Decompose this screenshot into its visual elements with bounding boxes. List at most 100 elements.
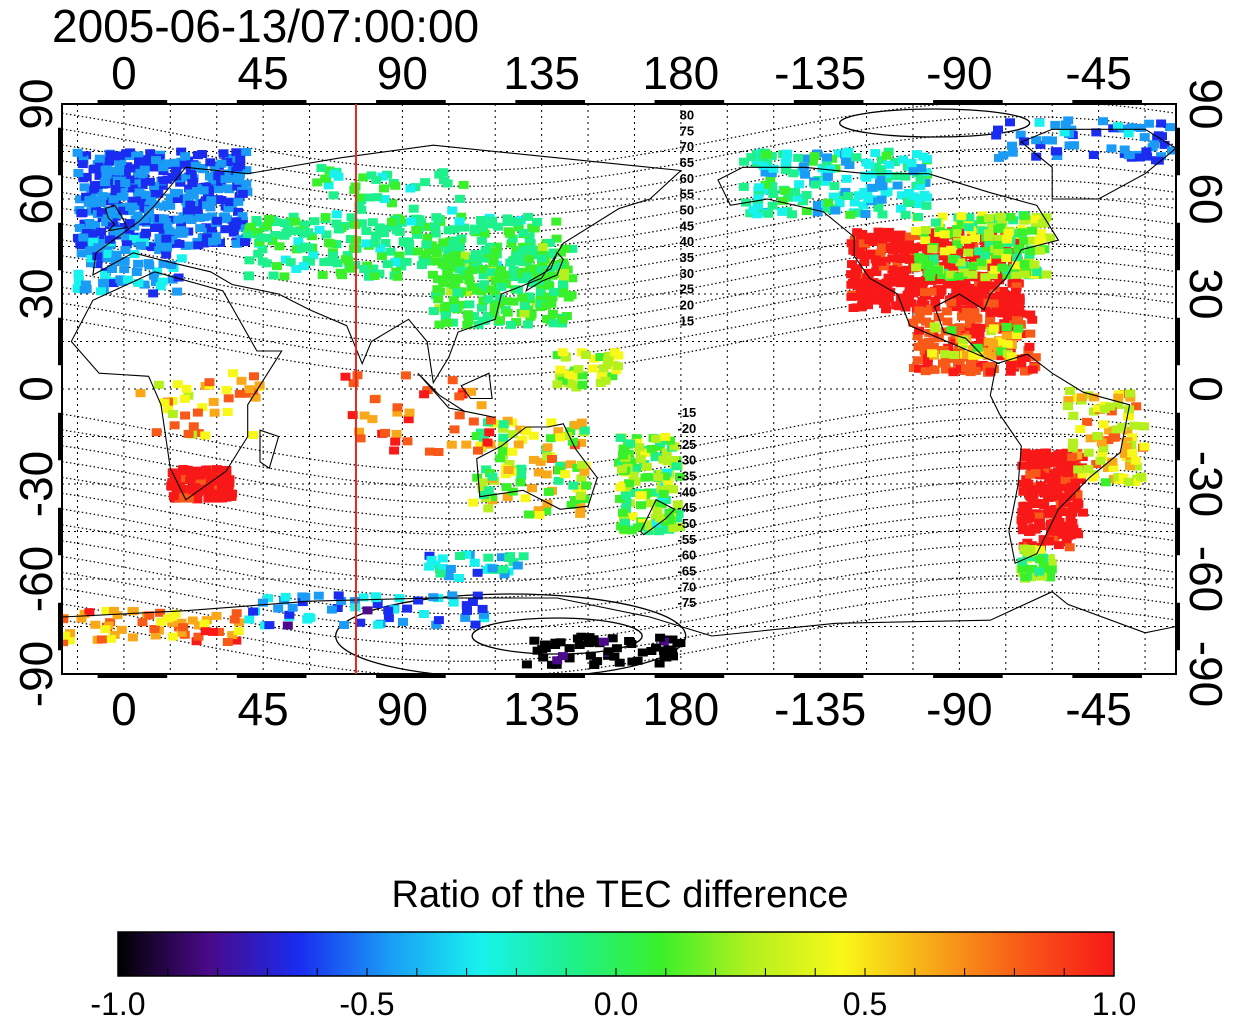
tec-cell [272,262,282,271]
tec-cell [1125,462,1135,471]
tec-cell [446,440,457,449]
tec-cell [445,564,456,573]
tec-cell [1036,229,1047,238]
contour-label: 40 [680,234,694,249]
tec-cell [899,250,910,258]
tec-cell [1044,473,1055,482]
tec-cell [798,162,809,171]
tec-cell [359,265,370,273]
tec-cell [176,221,187,230]
tec-cell [1083,464,1094,473]
tec-cell [533,506,544,515]
tec-cell [849,198,860,207]
tec-cell [579,426,590,435]
tec-cell [328,251,339,260]
tec-cell [101,606,112,615]
tec-cell [133,279,144,287]
tec-cell [452,288,463,297]
tec-cell [379,229,389,238]
tec-cell [885,234,896,243]
tec-cell [379,195,390,204]
tec-cell [449,281,460,290]
tec-cell [478,265,489,274]
tec-cell [898,155,908,164]
tec-cell [538,653,549,662]
tec-cell [541,470,552,479]
tec-cell [1069,141,1080,150]
tec-cell [433,295,444,304]
frame-tick-right [1175,412,1180,461]
tec-cell [547,660,557,669]
tec-cell [635,455,646,464]
tec-cell [980,251,991,260]
tec-cell [1067,508,1078,517]
tec-cell [1026,247,1037,256]
tec-cell [217,484,228,493]
tec-cell [422,233,433,242]
lon-tick-label-bottom: -90 [926,683,993,735]
tec-cell [98,278,108,287]
tec-cell [1011,261,1022,270]
tec-cell [535,288,546,297]
tec-cell [490,288,501,297]
tec-cell [877,182,888,191]
tec-cell [472,264,483,273]
tec-cell [542,315,552,323]
tec-cell [442,268,453,277]
tec-cell [182,207,193,216]
tec-cell [200,431,211,440]
tec-cell [969,308,980,317]
tec-cell [114,228,125,237]
tec-cell [394,227,405,236]
tec-cell [664,484,675,493]
tec-cell [1046,565,1057,574]
magnetic-contour [62,416,1176,488]
tec-cell [1005,367,1016,376]
tec-cell [80,222,91,231]
tec-cell [231,166,242,175]
tec-cell [204,190,214,199]
tec-cell [1018,487,1029,496]
tec-cell [674,522,685,531]
tec-cell [748,206,759,215]
tec-cell [477,485,488,494]
tec-cell [101,218,112,227]
tec-cell [366,171,377,180]
tec-cell [483,295,494,304]
frame-tick-left [58,317,63,366]
tec-cell [503,466,514,474]
tec-cell [512,218,523,227]
tec-cell [541,301,551,310]
contour-label: 65 [680,155,694,170]
tec-cell [632,438,643,447]
tec-cell [752,210,763,219]
tec-cell [478,271,489,280]
tec-cell [273,604,284,613]
tec-cell [270,231,281,239]
tec-cell [1002,248,1013,257]
tec-cell [575,509,586,518]
tec-cell [484,428,495,437]
tec-cell [220,225,231,234]
tec-cell [135,241,146,250]
tec-cell [1019,270,1030,279]
tec-cell [398,617,408,626]
tec-cell [994,234,1004,243]
tec-cell [1065,386,1075,395]
tec-cell [619,446,630,455]
tec-cell [111,250,122,259]
tec-cell [866,170,877,179]
tec-cell [413,596,424,605]
tec-cell [766,169,777,178]
tec-cell [1031,152,1042,161]
tec-cell [1015,130,1026,139]
tec-cell [1139,442,1150,451]
tec-cell [92,180,103,189]
tec-cell [101,254,112,263]
tec-cell [379,184,389,193]
tec-cell [385,247,396,256]
tec-cell [1089,393,1099,402]
magnetic-contour [62,131,1176,203]
tec-cell [208,177,218,186]
tec-cell [1085,434,1096,443]
